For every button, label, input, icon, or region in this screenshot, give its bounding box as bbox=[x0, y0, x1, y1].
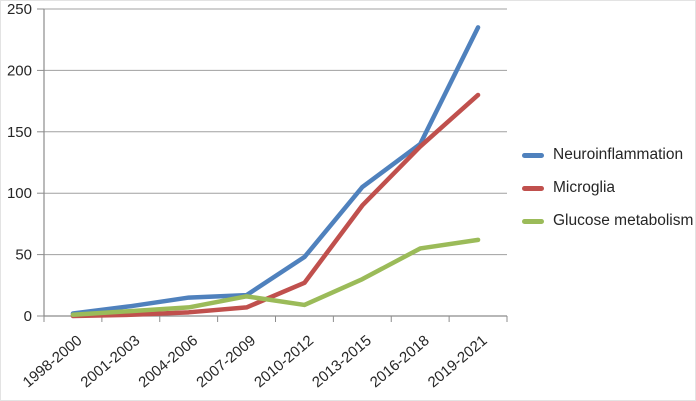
series-line-neuroinflammation bbox=[70, 25, 481, 316]
legend-line-icon-neuroinflammation bbox=[522, 152, 544, 158]
legend-label: Microglia bbox=[553, 179, 616, 196]
x-axis-tick-label: 2010-2012 bbox=[251, 332, 317, 391]
legend-line-icon-glucose-metabolism bbox=[522, 218, 544, 224]
series-line-glucose-metabolism bbox=[70, 237, 481, 318]
y-axis-tick-label: 0 bbox=[24, 308, 32, 325]
series-line-microglia bbox=[70, 92, 481, 319]
y-axis-tick-label: 150 bbox=[7, 124, 32, 141]
y-axis-tick-label: 250 bbox=[7, 1, 32, 18]
legend-label: Neuroinflammation bbox=[553, 146, 684, 163]
legend-item-neuroinflammation: Neuroinflammation bbox=[522, 145, 693, 165]
legend-line-icon-microglia bbox=[522, 185, 544, 191]
x-axis-tick-label: 2004-2006 bbox=[135, 332, 201, 391]
x-axis-tick-label: 1998-2000 bbox=[20, 332, 86, 391]
y-axis-tick-label: 50 bbox=[15, 247, 32, 264]
legend-item-glucose-metabolism: Glucose metabolism bbox=[522, 211, 693, 231]
y-axis-tick-label: 200 bbox=[7, 62, 32, 79]
x-axis-tick-label: 2007-2009 bbox=[193, 332, 259, 391]
legend-label: Glucose metabolism bbox=[553, 212, 694, 229]
y-axis-tick-label: 100 bbox=[7, 185, 32, 202]
x-axis-tick-label: 2013-2015 bbox=[309, 332, 375, 391]
x-axis-tick-label: 2001-2003 bbox=[78, 332, 144, 391]
x-axis-tick-label: 2016-2018 bbox=[367, 332, 433, 391]
x-axis-tick-label: 2019-2021 bbox=[425, 332, 491, 391]
chart-legend: Neuroinflammation Microglia Glucose meta… bbox=[522, 145, 693, 231]
legend-item-microglia: Microglia bbox=[522, 178, 693, 198]
